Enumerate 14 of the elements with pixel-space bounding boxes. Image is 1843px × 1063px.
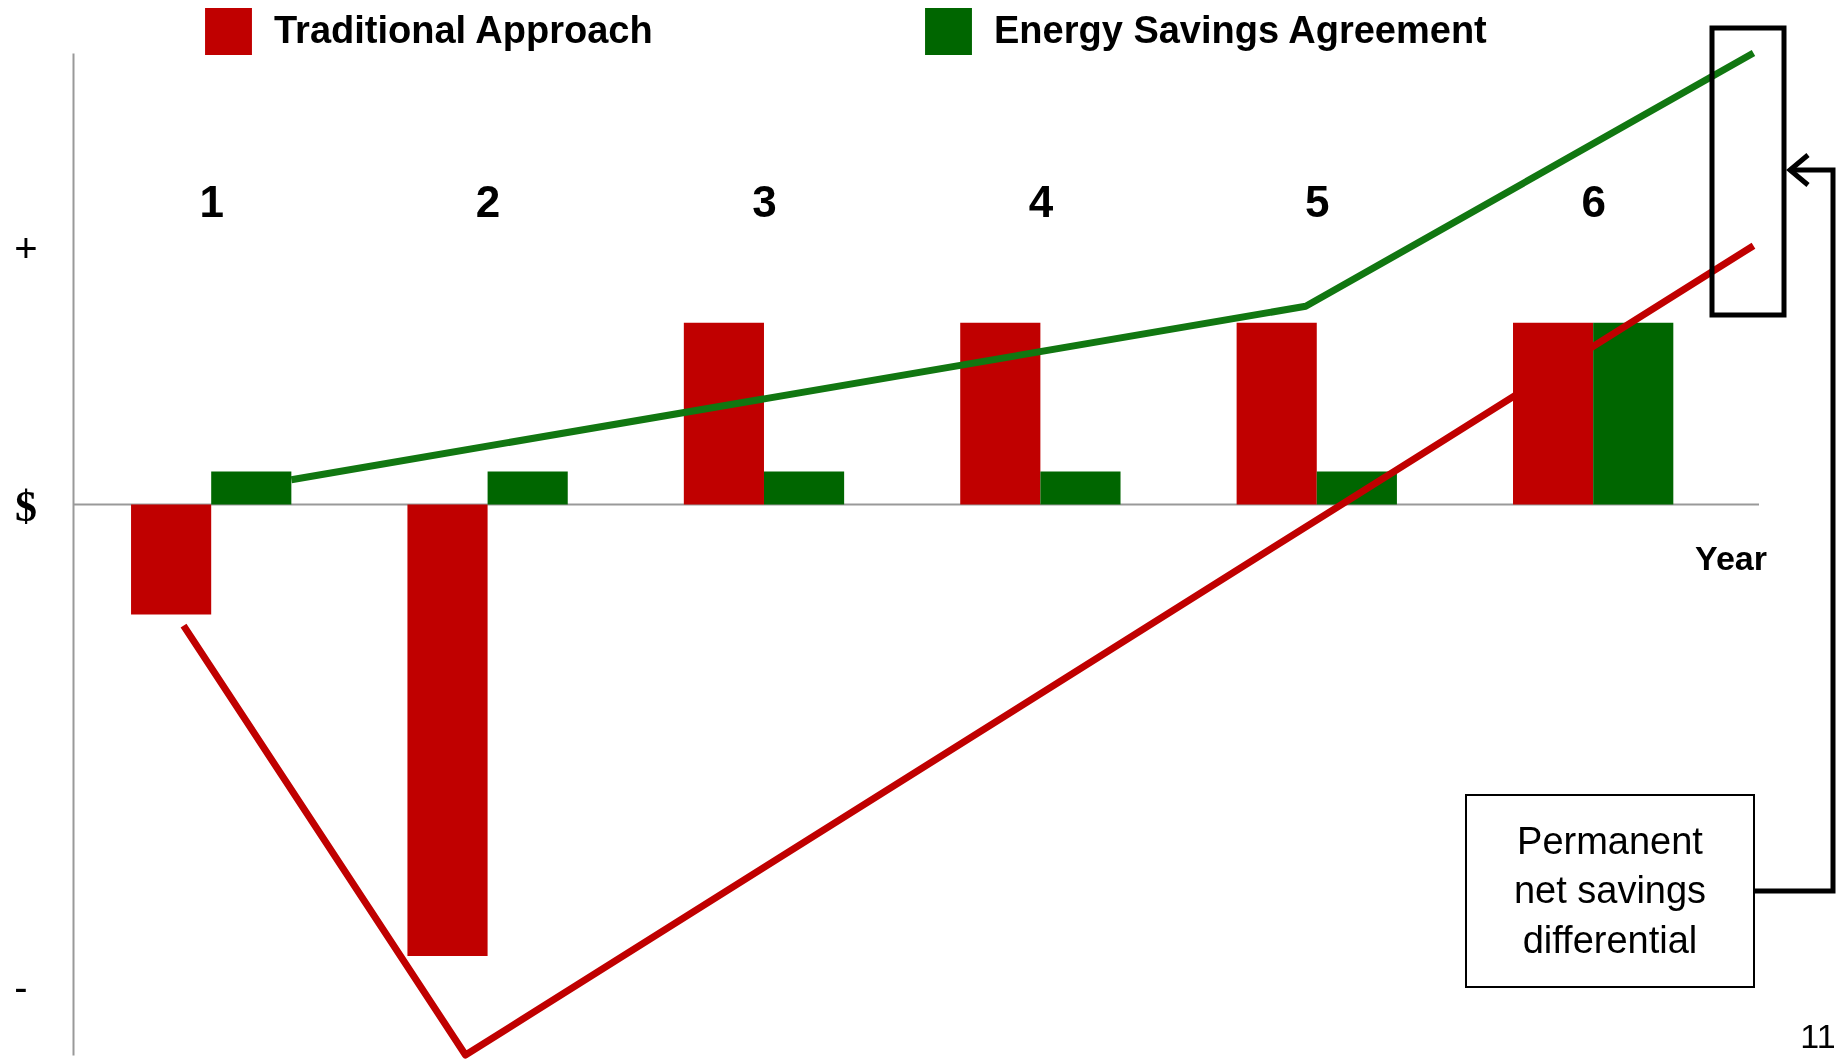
text: $ (15, 482, 37, 531)
x-tick-label: 3 (752, 176, 777, 226)
text: 11 (1800, 1017, 1836, 1055)
x-tick-label: 2 (475, 176, 501, 226)
x-axis-title: Year (1695, 539, 1767, 577)
x-tick-label: 6 (1581, 176, 1606, 226)
x-tick-label: 1 (199, 176, 224, 226)
x-tick-label: 5 (1305, 176, 1330, 226)
annotation: Permanent net savings differential (1465, 794, 1755, 988)
legend-label: Traditional Approach (274, 8, 653, 51)
text: + (14, 226, 38, 270)
legend-label: Energy Savings Agreement (994, 8, 1488, 51)
x-tick-label: 4 (1028, 176, 1054, 226)
text: - (14, 965, 28, 1009)
